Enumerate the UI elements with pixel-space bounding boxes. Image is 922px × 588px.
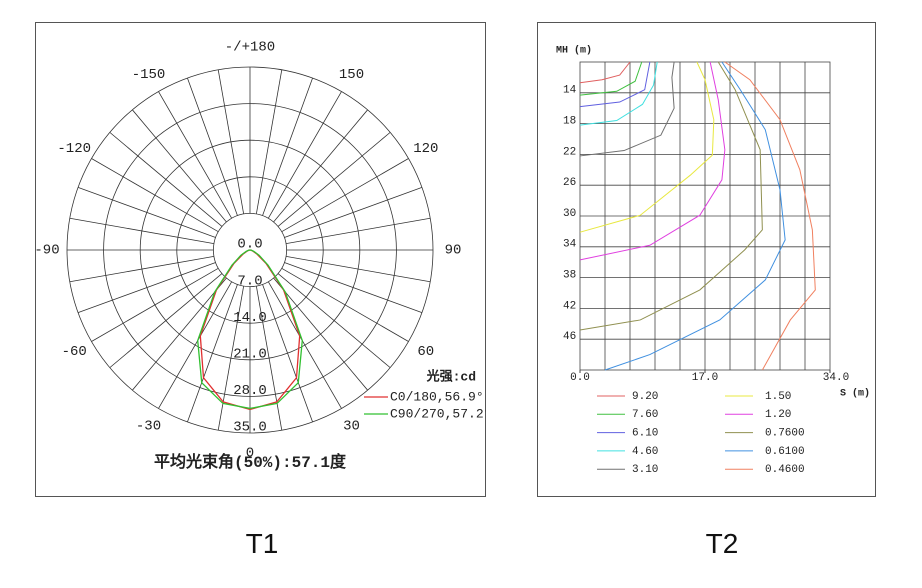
contour-line xyxy=(579,61,763,331)
y-tick-label: 30 xyxy=(563,208,576,220)
angle-label: 120 xyxy=(413,141,438,157)
x-tick-label: 0.0 xyxy=(570,372,590,384)
caption: T2 xyxy=(705,528,739,559)
angle-label: -150 xyxy=(132,67,166,83)
y-tick-label: 38 xyxy=(563,270,576,282)
y-tick-label: 26 xyxy=(563,177,576,189)
ring xyxy=(139,139,361,361)
x-axis-label: S (m) xyxy=(840,388,870,400)
angle-label: -/+180 xyxy=(225,40,275,56)
contour-line xyxy=(579,61,651,108)
contour-line xyxy=(579,61,675,157)
angle-label: -90 xyxy=(35,243,60,259)
angle-label: 0 xyxy=(246,446,254,462)
legend-label: 7.60 xyxy=(632,409,658,421)
y-tick-label: 22 xyxy=(563,146,576,158)
ring xyxy=(103,103,397,397)
r-tick-label: 14.0 xyxy=(233,310,267,326)
r-tick-label: 0.0 xyxy=(237,237,262,253)
r-tick-label: 7.0 xyxy=(237,273,262,289)
angle-label: -120 xyxy=(57,141,91,157)
angle-label: 90 xyxy=(445,243,462,259)
contour-line xyxy=(604,61,786,371)
legend-label: C90/270,57.2° xyxy=(390,406,486,421)
legend-label: 0.6100 xyxy=(765,446,805,458)
panel-t2: 14 18 22 26 30 34 38 42 46 0.0 17.0 34.0 MH (m) S (m)… xyxy=(537,22,876,497)
contour-line xyxy=(579,61,643,96)
contour-line xyxy=(579,61,658,126)
x-tick-label: 17.0 xyxy=(692,372,718,384)
ring xyxy=(66,66,434,434)
y-tick-label: 14 xyxy=(563,85,577,97)
footer: 平均光束角(50%):57.1度 xyxy=(154,452,347,472)
panel-t1: -/+180 150 120 90 60 30 0 -30 -60 -90 -120 -150 0.0 7… xyxy=(35,22,486,497)
y-tick-label: 46 xyxy=(563,331,576,343)
legend-label: C0/180,56.9° xyxy=(390,389,484,404)
contour-line xyxy=(579,61,631,84)
legend-label: 3.10 xyxy=(632,464,658,476)
angle-label: 60 xyxy=(417,344,434,360)
angle-label: -30 xyxy=(136,419,161,435)
contour-chart: 14 18 22 26 30 34 38 42 46 0.0 17.0 34.0 MH (m) S (m)… xyxy=(556,45,870,476)
legend-label: 0.7600 xyxy=(765,428,805,440)
ring xyxy=(176,176,324,324)
legend-label: 9.20 xyxy=(632,391,658,403)
r-tick-label: 35.0 xyxy=(233,420,267,436)
contour-line xyxy=(579,61,726,261)
intensity-curve xyxy=(197,249,303,410)
angle-label: -60 xyxy=(62,344,87,360)
legend-title: 光强:cd xyxy=(426,368,476,384)
y-axis-label: MH (m) xyxy=(556,45,592,57)
r-tick-label: 28.0 xyxy=(233,383,267,399)
legend-label: 0.4600 xyxy=(765,464,805,476)
legend-label: 1.50 xyxy=(765,391,791,403)
y-tick-label: 34 xyxy=(563,239,577,251)
r-tick-label: 21.0 xyxy=(233,347,267,363)
contour-line xyxy=(724,61,816,371)
polar-chart: -/+180 150 120 90 60 30 0 -30 -60 -90 -120 -150 0.0 7… xyxy=(35,40,486,473)
x-tick-label: 34.0 xyxy=(823,372,849,384)
y-tick-label: 18 xyxy=(563,116,576,128)
ring xyxy=(212,212,287,287)
angle-label: 30 xyxy=(343,419,360,435)
legend-label: 6.10 xyxy=(632,428,658,440)
y-tick-label: 42 xyxy=(563,300,576,312)
legend-label: 4.60 xyxy=(632,446,658,458)
contour-line xyxy=(579,61,715,233)
caption: T1 xyxy=(245,528,279,559)
angle-label: 150 xyxy=(339,67,364,83)
legend-label: 1.20 xyxy=(765,409,791,421)
